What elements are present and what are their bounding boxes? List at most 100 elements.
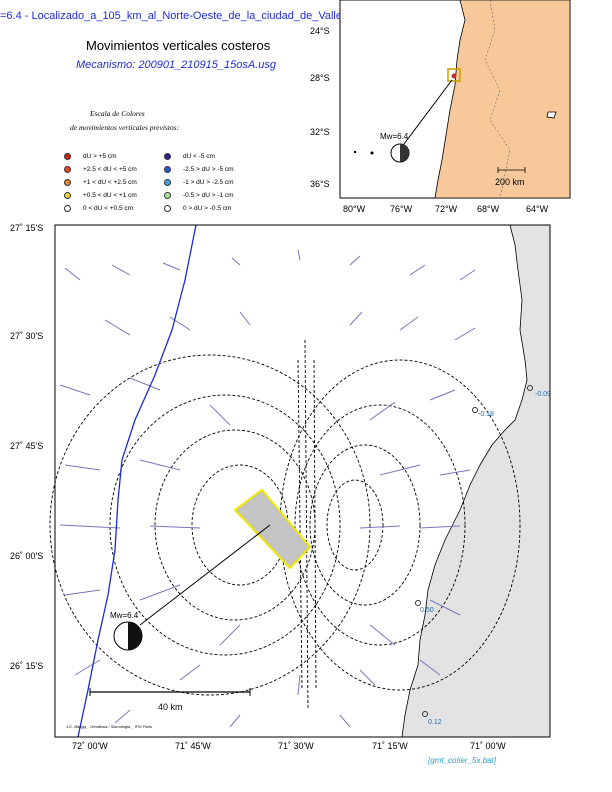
arrow-icon — [169, 316, 191, 331]
station-value: -0.18 — [478, 411, 494, 418]
lon-label: 72˚ 00'W — [72, 741, 108, 751]
legend-item: dU > +5 cm — [64, 153, 117, 160]
arrow-icon — [139, 459, 181, 471]
arrow-icon — [359, 525, 401, 529]
main-frame — [54, 224, 551, 738]
legend-item: +0.5 < dU < +1 cm — [64, 192, 137, 199]
legend-item: -2.5 > dU > -5 cm — [164, 166, 234, 173]
contour-line — [294, 404, 466, 646]
beachball-compression — [400, 144, 409, 162]
legend-swatch — [164, 192, 171, 199]
leader-line — [400, 79, 453, 149]
arrow-icon — [369, 401, 396, 421]
legend-swatch — [164, 205, 171, 212]
arrow-icon — [179, 664, 201, 681]
arrow-icon — [104, 319, 131, 336]
arrow-icon — [429, 599, 461, 616]
legend-swatch — [64, 179, 71, 186]
legend-title: Escala de Colores — [90, 109, 145, 118]
legend-item: +2.5 < dU < +5 cm — [64, 166, 137, 173]
contour-lines — [49, 339, 521, 711]
arrow-icon — [219, 624, 241, 646]
arrow-icon — [454, 327, 476, 341]
contour-line — [313, 359, 317, 691]
lat-label: 26˚ 15'S — [10, 661, 43, 671]
inset-magnitude-label: Mw=6.4 — [380, 132, 409, 141]
arrow-icon — [459, 269, 476, 281]
displacement-arrows — [59, 249, 476, 728]
area-box — [447, 68, 461, 82]
inset-scale-label: 200 km — [495, 177, 525, 187]
lon-label: 71˚ 15'W — [372, 741, 408, 751]
arrow-icon — [59, 384, 91, 396]
inset-lon-label: 76°W — [390, 204, 413, 214]
main-scale-label: 40 km — [158, 702, 183, 712]
lon-label: 71˚ 30'W — [278, 741, 314, 751]
epicenter-marker — [451, 73, 457, 79]
legend-swatch — [64, 205, 71, 212]
beachball-compression — [128, 622, 142, 650]
arrow-icon — [297, 249, 301, 261]
arrow-icon — [419, 659, 441, 676]
contour-line — [49, 354, 371, 696]
arrow-icon — [209, 404, 231, 426]
arrow-icon — [379, 464, 421, 476]
map-heading: Movimientos verticales costeros — [86, 38, 271, 53]
legend-item: -1 > dU > -2.5 cm — [164, 179, 234, 186]
lat-label: 27˚ 45'S — [10, 441, 43, 451]
contour-line — [109, 394, 341, 656]
legend-swatch — [164, 179, 171, 186]
arrow-icon — [419, 525, 461, 529]
footer-label: [gmt_cotier_5x.bat] — [427, 756, 497, 765]
legend-subtitle: de movimientos verticales previstos: — [70, 123, 180, 132]
contour-line — [304, 339, 309, 711]
leader-line — [139, 524, 271, 626]
arrow-icon — [64, 464, 101, 471]
legend-swatch — [164, 166, 171, 173]
trench-line — [77, 224, 197, 738]
arrow-icon — [139, 584, 181, 601]
inset-lat-label: 28°S — [310, 73, 330, 83]
legend-item: +1 < dU < +2.5 cm — [64, 179, 137, 186]
inset-lon-label: 80°W — [343, 204, 366, 214]
island-marker — [353, 150, 357, 154]
station-marker — [415, 600, 421, 606]
arrow-icon — [129, 377, 161, 391]
main-map: Mw=6.4 -0.09 -0.18 0.50 0.12 40 km J.C. … — [10, 223, 551, 765]
contour-line — [309, 444, 421, 606]
arrow-icon — [349, 311, 363, 326]
station-marker — [527, 385, 533, 391]
arrow-icon — [399, 316, 419, 331]
legend-swatch — [64, 166, 71, 173]
main-magnitude-label: Mw=6.4 — [110, 611, 139, 620]
arrow-icon — [64, 589, 101, 596]
lon-label: 71˚ 45'W — [175, 741, 211, 751]
legend-swatch — [64, 153, 71, 160]
island-marker — [370, 151, 374, 155]
inset-lat-label: 24°S — [310, 26, 330, 36]
station-marker — [472, 407, 478, 413]
station-value: 0.12 — [428, 719, 442, 726]
fault-plane — [233, 488, 312, 570]
legend-item: 0 > dU > -0.5 cm — [164, 205, 231, 212]
arrow-icon — [229, 714, 241, 728]
credit-label: J.C. Baegg _ Geodesia / Sismologia _ IPG… — [65, 724, 152, 729]
inset-lon-label: 72°W — [435, 204, 458, 214]
map-title: =6.4 - Localizado_a_105_km_al_Norte-Oest… — [0, 10, 358, 22]
arrow-icon — [349, 255, 361, 266]
land-area — [401, 224, 551, 738]
arrow-icon — [74, 659, 101, 676]
inset-lat-label: 32°S — [310, 127, 330, 137]
arrow-icon — [409, 264, 426, 276]
legend-swatch — [164, 153, 171, 160]
legend-swatch — [64, 192, 71, 199]
arrow-icon — [339, 714, 351, 728]
arrow-icon — [429, 389, 456, 401]
station-value: -0.09 — [535, 391, 551, 398]
arrow-icon — [439, 469, 471, 476]
station-value: 0.50 — [420, 607, 434, 614]
mechanism-label: Mecanismo: 200901_210915_15osA.usg — [76, 59, 276, 71]
inset-land — [434, 0, 571, 199]
arrow-icon — [149, 525, 201, 529]
lat-label: 27˚ 15'S — [10, 223, 43, 233]
